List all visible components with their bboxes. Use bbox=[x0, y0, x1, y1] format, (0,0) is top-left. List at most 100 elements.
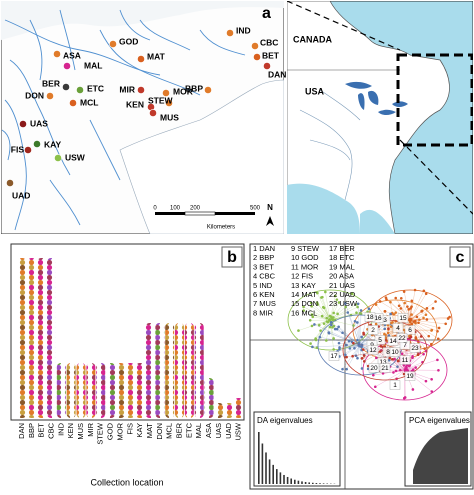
dot-column bbox=[96, 363, 105, 418]
legend-entry: 7 MUS bbox=[253, 299, 276, 308]
dot-column bbox=[214, 403, 223, 418]
x-tick-label: IND bbox=[56, 422, 65, 436]
point bbox=[403, 302, 406, 305]
point bbox=[384, 310, 387, 313]
legend-entry: 22 UAD bbox=[329, 290, 356, 299]
point bbox=[379, 350, 382, 353]
point bbox=[417, 353, 420, 356]
legend-entry: 20 ASA bbox=[329, 272, 354, 281]
point bbox=[397, 360, 400, 363]
legend-entry: 16 MCL bbox=[291, 308, 317, 317]
point bbox=[414, 366, 417, 369]
site-label: MOR bbox=[173, 86, 193, 96]
legend-entry: 13 KAY bbox=[291, 281, 316, 290]
site-label: UAD bbox=[12, 190, 30, 200]
x-tick-label: USW bbox=[234, 422, 243, 440]
point bbox=[408, 337, 411, 340]
legend-entry: 8 MIR bbox=[253, 308, 274, 317]
point bbox=[338, 346, 341, 349]
point bbox=[341, 331, 344, 334]
site-label: UAS bbox=[30, 118, 48, 128]
cluster-label: 3 bbox=[383, 317, 387, 324]
x-tick-label: BET bbox=[37, 423, 46, 438]
site-label: MAL bbox=[84, 60, 102, 70]
x-tick-label: ETC bbox=[184, 422, 193, 438]
site-dot bbox=[204, 86, 211, 93]
point bbox=[409, 307, 412, 310]
site-label: MIR bbox=[119, 84, 135, 94]
site-dot bbox=[24, 146, 31, 153]
site-dot bbox=[63, 62, 70, 69]
point bbox=[352, 342, 355, 345]
cluster-label: 21 bbox=[381, 365, 389, 372]
scale-tick: 200 bbox=[190, 206, 201, 212]
point bbox=[328, 332, 331, 335]
point bbox=[385, 298, 388, 301]
point bbox=[374, 385, 377, 388]
point bbox=[337, 325, 340, 328]
point bbox=[425, 313, 428, 316]
point bbox=[372, 374, 375, 377]
point bbox=[387, 327, 390, 330]
cluster-label: 7 bbox=[403, 342, 407, 349]
eigen-bar bbox=[287, 477, 289, 484]
point bbox=[357, 302, 360, 305]
point bbox=[345, 344, 348, 347]
point bbox=[436, 359, 439, 362]
point bbox=[394, 297, 397, 300]
cluster-label: 4 bbox=[396, 325, 400, 332]
legend-entry: 23 USW bbox=[329, 299, 358, 308]
country-label: USA bbox=[305, 86, 325, 96]
legend-entry: 19 MAL bbox=[329, 262, 355, 271]
point bbox=[297, 329, 300, 332]
site-dot bbox=[109, 40, 116, 47]
eigen-bar bbox=[319, 483, 321, 484]
da-label: DA eigenvalues bbox=[257, 416, 313, 425]
point bbox=[325, 339, 328, 342]
eigen-bar bbox=[283, 475, 285, 484]
x-tick-label: MAT bbox=[145, 423, 154, 439]
x-tick-label: ASA bbox=[204, 423, 213, 438]
dot-column bbox=[195, 323, 204, 418]
point bbox=[311, 346, 314, 349]
cluster-label: 18 bbox=[366, 314, 374, 321]
point bbox=[437, 369, 440, 372]
point bbox=[362, 333, 365, 336]
panel-letter: b bbox=[227, 249, 237, 266]
scale-tick: 500 bbox=[250, 206, 261, 212]
point bbox=[411, 300, 414, 303]
site-label: ASA bbox=[63, 50, 81, 60]
x-tick-label: FIS bbox=[125, 423, 134, 435]
point bbox=[309, 319, 312, 322]
site-dot bbox=[69, 99, 76, 106]
scale-unit: Kilometers bbox=[207, 225, 235, 231]
point bbox=[344, 353, 347, 356]
legend-entry: 10 GOD bbox=[291, 253, 319, 262]
legend-entry: 5 IND bbox=[253, 281, 273, 290]
point bbox=[375, 357, 378, 360]
x-tick-label: UAS bbox=[214, 423, 223, 438]
x-tick-label: BBP bbox=[27, 423, 36, 438]
point bbox=[417, 321, 420, 324]
legend-entry: 6 KEN bbox=[253, 290, 275, 299]
point bbox=[391, 358, 394, 361]
site-label: MCL bbox=[80, 97, 98, 107]
legend-entry: 18 ETC bbox=[329, 253, 355, 262]
point bbox=[353, 347, 356, 350]
legend-entry: 1 DAN bbox=[253, 244, 275, 253]
site-dot bbox=[76, 86, 83, 93]
cluster-label: 10 bbox=[391, 349, 399, 356]
x-tick-label: MOR bbox=[115, 422, 124, 440]
dot-column bbox=[17, 258, 26, 418]
point bbox=[399, 307, 402, 310]
x-tick-label: KEN bbox=[66, 423, 75, 438]
point bbox=[356, 357, 359, 360]
point bbox=[338, 342, 341, 345]
eigen-bar bbox=[294, 480, 296, 484]
cluster-label: 22 bbox=[398, 335, 406, 342]
eigen-bar bbox=[258, 432, 260, 484]
cluster-label: 5 bbox=[378, 337, 382, 344]
point bbox=[436, 330, 439, 333]
dot-column bbox=[136, 363, 145, 418]
